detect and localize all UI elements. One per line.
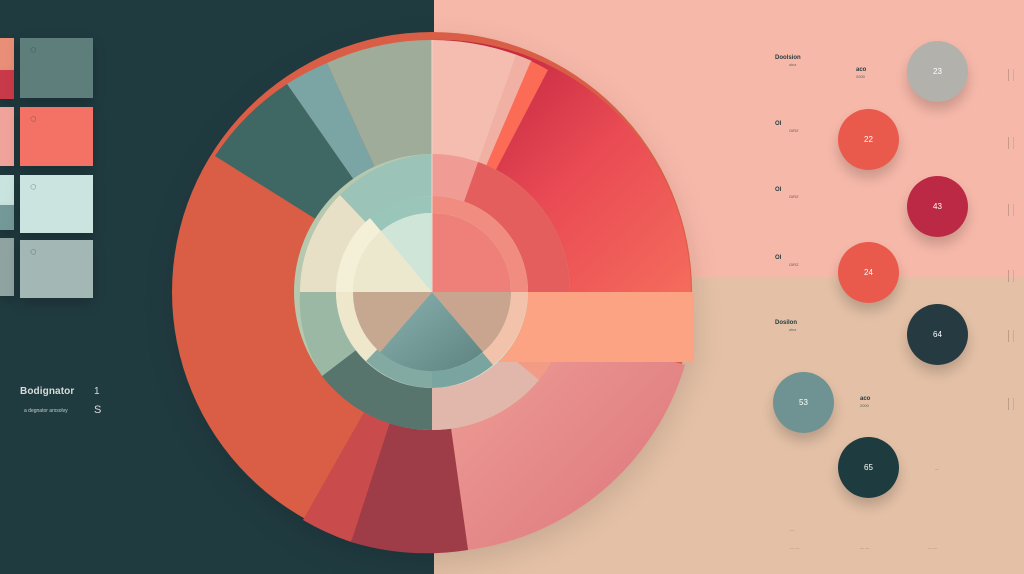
small-circle-icon: ◌ [30, 113, 37, 125]
left-small-mark-2: S [94, 404, 102, 416]
right-label-oi-2: OI GIRZ [775, 187, 799, 199]
center-teal-triangle [380, 292, 483, 372]
value-bubble-64: 64 [907, 304, 968, 365]
center-mint-segment [381, 212, 432, 292]
bottom-small-mark-4: — — [928, 545, 938, 550]
right-margin-tick-5 [1008, 330, 1014, 342]
right-margin-tick-4 [1008, 270, 1014, 282]
right-margin-tick-1 [1008, 69, 1014, 81]
edge-swatch-teal [0, 205, 14, 230]
value-bubble-22: 22 [838, 109, 899, 170]
center-tan-segment [432, 292, 511, 352]
left-title: Bodignator [20, 386, 75, 397]
center-left-tan-segment [352, 292, 432, 352]
bottom-small-mark-3: — — [860, 545, 870, 550]
edge-swatch-top-orange [0, 38, 14, 70]
right-label-oi-3: OI GIRZ [775, 255, 799, 267]
right-label-doolsion: Doolsion oinz [775, 55, 801, 67]
edge-swatch-top-red [0, 70, 14, 99]
small-circle-icon: ◌ [30, 181, 37, 193]
value-bubble-53: 53 [773, 372, 834, 433]
edge-swatch-pink [0, 107, 14, 166]
swatch-dark-teal: ◌ [20, 38, 93, 98]
small-circle-icon: ◌ [30, 246, 37, 258]
right-margin-tick-2 [1008, 137, 1014, 149]
edge-swatch-grey [0, 238, 14, 296]
swatch-sage: ◌ [20, 240, 93, 298]
center-coral-quarter [432, 213, 511, 292]
right-label-bottom-small: aco 2000 [860, 396, 871, 408]
left-subtitle: a degnator arxsolvy [24, 408, 68, 414]
bottom-small-mark-1: — [790, 527, 794, 532]
right-label-dosilon: Dosilon oinz [775, 320, 797, 332]
small-circle-icon: ◌ [30, 44, 37, 56]
value-bubble-24: 24 [838, 242, 899, 303]
edge-swatch-pale-teal [0, 175, 14, 205]
right-margin-tick-3 [1008, 204, 1014, 216]
value-bubble-43: 43 [907, 176, 968, 237]
center-cream-segment [352, 231, 432, 292]
bottom-small-mark-5: — [935, 466, 939, 471]
value-bubble-23: 23 [907, 41, 968, 102]
swatch-coral: ◌ [20, 107, 93, 166]
left-small-mark: 1 [94, 386, 100, 397]
right-label-top-small: aco 2000 [856, 67, 867, 79]
right-margin-tick-6 [1008, 398, 1014, 410]
swatch-mint: ◌ [20, 175, 93, 233]
right-label-oi-1: OI GIRZ [775, 121, 799, 133]
value-bubble-65: 65 [838, 437, 899, 498]
bottom-small-mark-2: — — [790, 545, 800, 550]
